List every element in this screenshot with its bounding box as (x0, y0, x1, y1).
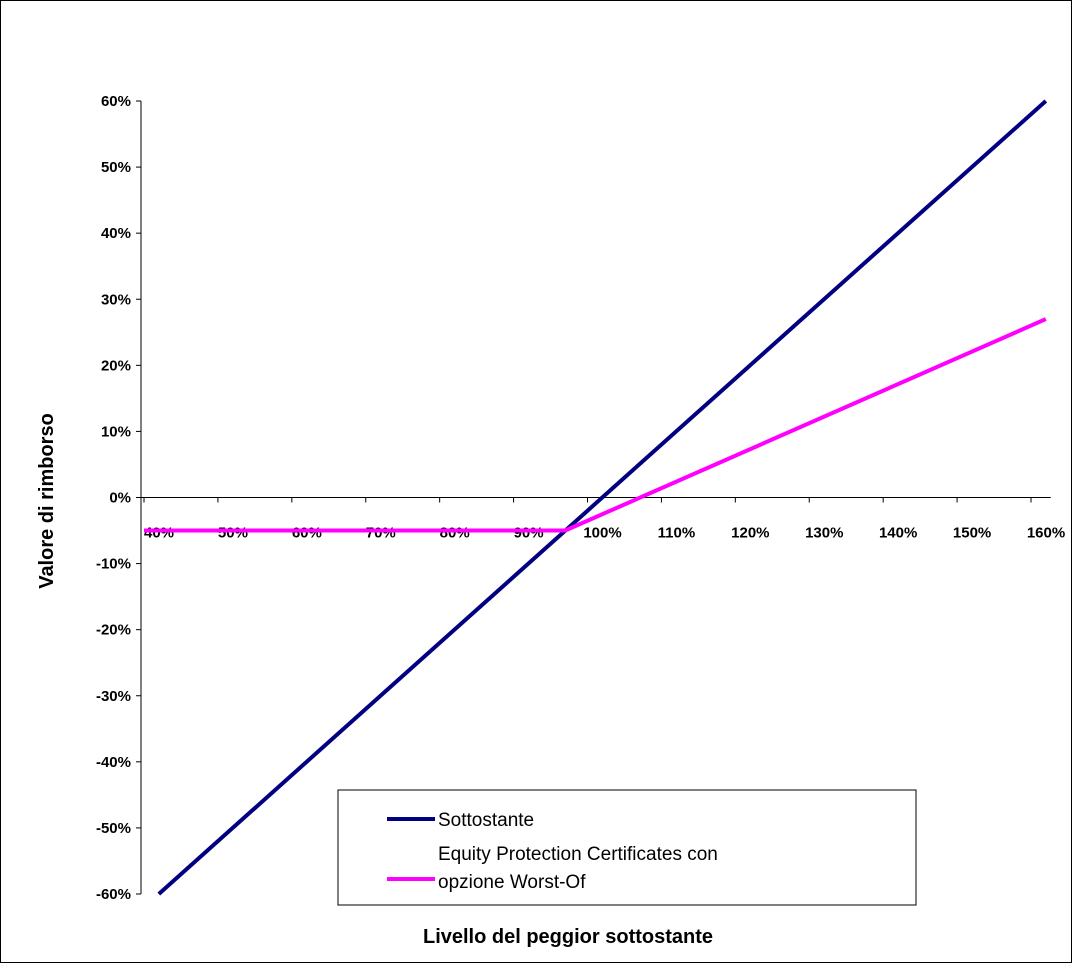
legend-label-sottostante: Sottostante (438, 810, 534, 831)
y-tick-label: 20% (101, 357, 131, 374)
x-tick-label: 50% (218, 525, 248, 542)
y-tick-label: -50% (96, 820, 131, 837)
x-tick-label: 100% (583, 525, 621, 542)
y-tick-label: 60% (101, 93, 131, 110)
x-tick-label: 160% (1027, 525, 1065, 542)
x-tick-label: 70% (366, 525, 396, 542)
y-tick-label: -20% (96, 622, 131, 639)
x-tick-label: 80% (440, 525, 470, 542)
legend-label-equity-protection-line2: opzione Worst-Of (438, 872, 586, 893)
x-tick-label: 140% (879, 525, 917, 542)
series-line-equity-protection (144, 317, 1047, 533)
x-tick-label: 120% (731, 525, 769, 542)
x-axis-title: Livello del peggior sottostante (423, 926, 713, 948)
y-tick-label: -10% (96, 556, 131, 573)
y-tick-label: 50% (101, 159, 131, 176)
series-lines (144, 99, 1048, 896)
x-tick-label: 150% (953, 525, 991, 542)
y-ticks: 60% 50% 40% 30% 20% 10% 0% -10% -20% -30% -40% -50%… (96, 93, 141, 903)
legend: Sottostante Equity Protection Certificat… (337, 789, 917, 906)
y-tick-label: 40% (101, 225, 131, 242)
legend-label-equity-protection-line1: Equity Protection Certificates con (438, 844, 718, 865)
x-tick-label: 110% (658, 525, 696, 542)
x-ticks: 40% 50% 60% 70% 80% 90% 100% 110% 120% 130% 140% 15… (143, 497, 1065, 542)
y-tick-label: -30% (96, 688, 131, 705)
y-tick-label: -40% (96, 754, 131, 771)
x-tick-label: 90% (514, 525, 544, 542)
x-tick-label: 60% (292, 525, 322, 542)
x-tick-label: 40% (144, 525, 174, 542)
y-tick-label: -60% (96, 886, 131, 903)
legend-box (337, 789, 917, 906)
y-tick-label: 0% (109, 490, 131, 507)
x-tick-label: 130% (805, 525, 843, 542)
y-axis-title: Valore di rimborso (36, 413, 58, 589)
series-line-sottostante (157, 99, 1048, 896)
y-tick-label: 10% (101, 423, 131, 440)
y-tick-label: 30% (101, 291, 131, 308)
